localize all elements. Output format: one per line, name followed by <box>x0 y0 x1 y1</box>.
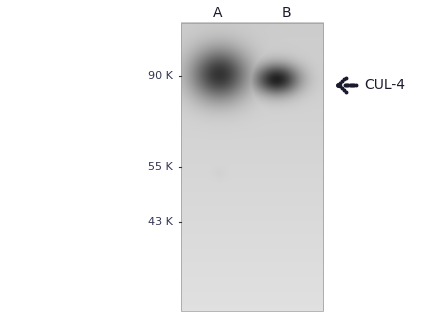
Text: 90 K: 90 K <box>147 71 172 81</box>
Text: B: B <box>281 6 291 20</box>
Text: CUL-4: CUL-4 <box>363 78 404 92</box>
Text: A: A <box>212 6 222 20</box>
Text: 55 K: 55 K <box>147 162 172 172</box>
Text: 43 K: 43 K <box>147 217 172 227</box>
Bar <box>181 23 322 311</box>
